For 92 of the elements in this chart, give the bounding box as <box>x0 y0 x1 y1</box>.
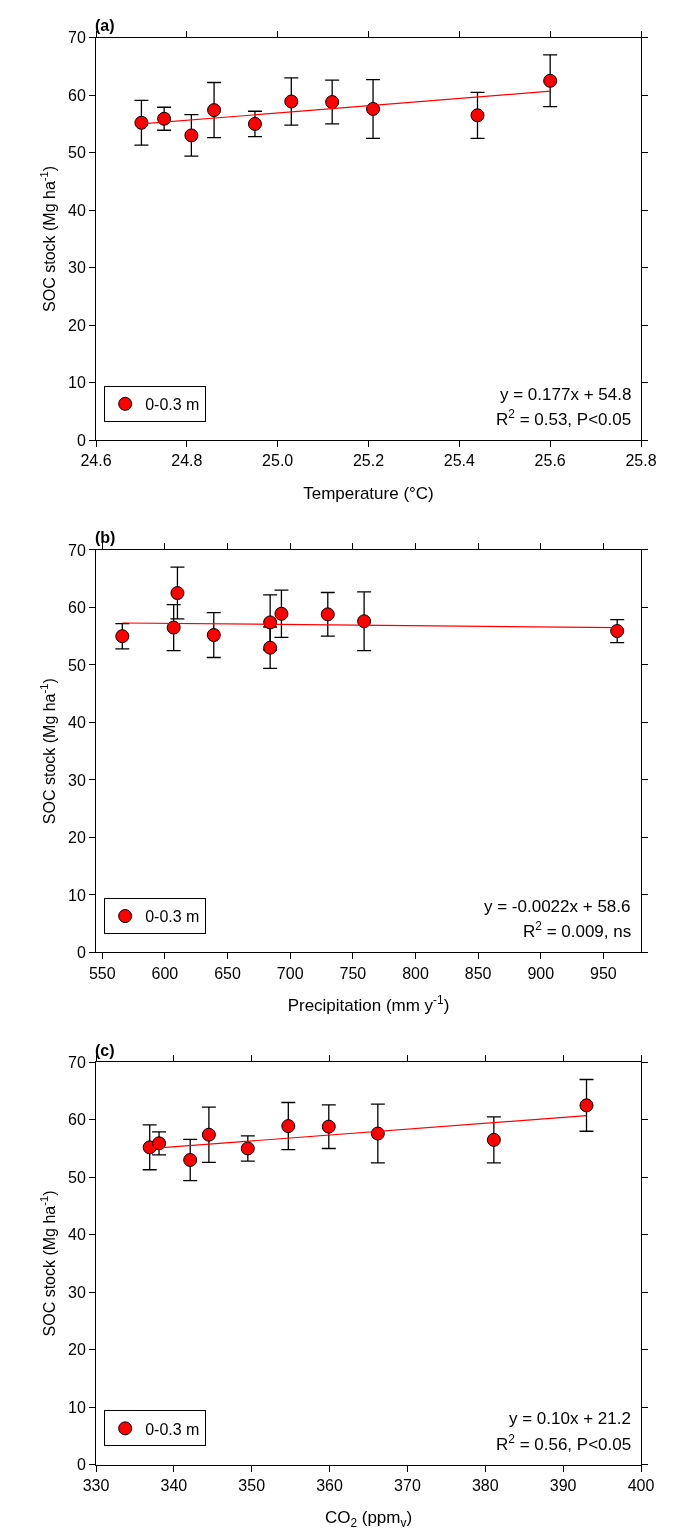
point <box>320 607 335 622</box>
x-tick-label: 390 <box>549 1476 577 1494</box>
y-tick-label: 70 <box>68 1053 86 1071</box>
y-tick-label: 10 <box>68 1398 86 1416</box>
y-tick-label: 50 <box>68 656 86 674</box>
point <box>157 111 172 126</box>
x-tick-label: 370 <box>394 1476 421 1494</box>
y-tick-label: 60 <box>68 599 86 617</box>
x-tick-label: 340 <box>160 1476 188 1494</box>
annotation: R$^{2}$ = 0.009, ns <box>523 919 632 942</box>
y-tick-label: 10 <box>68 886 86 904</box>
y-tick-label: 0 <box>76 431 86 449</box>
x-axis-title: Precipitation (mm y$^{-1}$) <box>287 992 450 1016</box>
chart-title: (a) <box>95 17 115 34</box>
x-axis-title: CO$_{2}$ (ppm$_{v}$) <box>324 1508 413 1530</box>
y-tick-label: 50 <box>68 1168 86 1186</box>
y-tick-label: 60 <box>68 1111 86 1129</box>
legend-label: 0-0.3 m <box>145 908 200 926</box>
legend-label: 0-0.3 m <box>145 1420 200 1438</box>
point <box>281 1119 296 1134</box>
point <box>579 1098 594 1113</box>
x-tick-label: 700 <box>276 964 304 982</box>
point <box>207 103 222 118</box>
x-tick-label: 330 <box>82 1476 110 1494</box>
point <box>274 606 289 621</box>
y-tick-label: 40 <box>68 201 86 219</box>
x-tick-label: 25.4 <box>443 452 475 470</box>
y-tick-label: 40 <box>68 714 86 732</box>
annotation: R$^{2}$ = 0.56, P<0.05 <box>496 1432 632 1455</box>
y-tick-label: 70 <box>68 29 86 47</box>
x-tick-label: 900 <box>527 964 555 982</box>
point <box>206 628 221 643</box>
y-tick-label: 70 <box>68 541 86 559</box>
point <box>486 1132 501 1147</box>
x-tick-label: 380 <box>471 1476 499 1494</box>
legend-label: 0-0.3 m <box>145 396 200 414</box>
point <box>610 624 625 639</box>
x-tick-label: 850 <box>464 964 492 982</box>
x-axis-title: Temperature (°C) <box>303 483 434 503</box>
y-tick-label: 20 <box>68 829 86 847</box>
y-tick-label: 10 <box>68 374 86 392</box>
x-tick-label: 350 <box>238 1476 266 1494</box>
annotation: y = 0.177x + 54.8 <box>500 385 632 404</box>
x-tick-label: 25.2 <box>352 452 385 470</box>
y-tick-label: 50 <box>68 144 86 162</box>
point <box>470 108 485 123</box>
point <box>152 1136 167 1151</box>
y-tick-label: 60 <box>68 86 86 104</box>
x-tick-label: 360 <box>316 1476 344 1494</box>
point <box>284 94 299 109</box>
point <box>115 629 130 644</box>
point <box>321 1119 336 1134</box>
y-tick-label: 0 <box>76 944 86 962</box>
point <box>366 101 381 116</box>
x-tick-label: 25.8 <box>625 452 657 470</box>
point <box>247 116 262 131</box>
x-tick-label: 750 <box>339 964 367 982</box>
point <box>543 73 558 88</box>
point <box>170 586 185 601</box>
point <box>134 115 149 130</box>
x-tick-label: 800 <box>402 964 429 982</box>
y-tick-label: 0 <box>76 1456 86 1474</box>
x-tick-label: 950 <box>590 964 617 982</box>
annotation: y = 0.10x + 21.2 <box>509 1409 631 1428</box>
x-tick-label: 24.6 <box>80 452 112 470</box>
point <box>325 95 340 110</box>
point <box>370 1126 385 1141</box>
x-tick-label: 650 <box>214 964 241 982</box>
y-tick-label: 30 <box>68 1283 86 1301</box>
point <box>183 1152 198 1167</box>
x-tick-label: 550 <box>88 964 116 982</box>
y-tick-label: 20 <box>68 316 86 334</box>
x-tick-label: 24.8 <box>171 452 203 470</box>
x-tick-label: 25.6 <box>534 452 566 470</box>
x-tick-label: 25.0 <box>262 452 294 470</box>
annotation: y = -0.0022x + 58.6 <box>484 897 631 916</box>
annotation: R$^{2}$ = 0.53, P<0.05 <box>496 407 632 430</box>
x-tick-label: 400 <box>627 1476 655 1494</box>
y-tick-label: 40 <box>68 1226 86 1244</box>
point <box>184 128 199 143</box>
point <box>240 1141 255 1156</box>
point <box>263 615 278 630</box>
y-tick-label: 30 <box>68 259 86 277</box>
point <box>357 614 372 629</box>
point <box>263 640 278 655</box>
y-tick-label: 30 <box>68 771 86 789</box>
point <box>201 1127 216 1142</box>
chart-title: (c) <box>95 1042 115 1059</box>
point <box>166 620 181 635</box>
y-tick-label: 20 <box>68 1341 86 1359</box>
chart-title: (b) <box>95 529 116 546</box>
x-tick-label: 600 <box>151 964 179 982</box>
